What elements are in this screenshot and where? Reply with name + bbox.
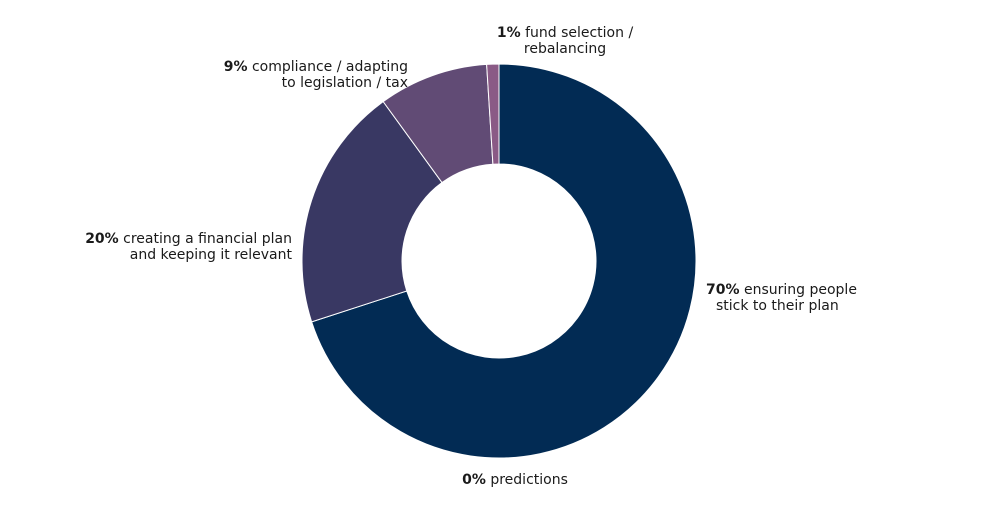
donut-slice-fund	[486, 63, 500, 165]
slice-pct: 0%	[462, 472, 486, 488]
slice-pct: 20%	[85, 231, 119, 247]
slice-text: creating a financial plan	[123, 231, 292, 247]
slice-label-ensuring-people: 70% ensuring people stick to their plan	[706, 282, 857, 314]
slice-text: and keeping it relevant	[129, 247, 292, 263]
slice-label-compliance: 9% compliance / adapting to legislation …	[180, 59, 408, 91]
donut-slice-ensuring	[311, 63, 697, 459]
slice-label-predictions: 0% predictions	[430, 472, 600, 488]
slice-text: fund selection /	[525, 25, 634, 41]
donut-hole	[402, 164, 596, 358]
slice-text: compliance / adapting	[251, 59, 408, 75]
slice-text: ensuring people	[743, 282, 857, 298]
slice-pct: 9%	[223, 59, 248, 75]
slice-text: rebalancing	[523, 41, 607, 57]
donut-slice-creating	[301, 100, 443, 323]
slice-pct: 70%	[706, 282, 740, 298]
slice-text: stick to their plan	[716, 298, 839, 314]
slice-label-financial-plan: 20% creating a financial plan and keepin…	[60, 231, 292, 263]
slice-label-fund-selection: 1% fund selection / rebalancing	[470, 25, 660, 57]
slice-text: to legislation / tax	[281, 75, 408, 91]
slice-pct: 1%	[496, 25, 521, 41]
slice-text: predictions	[490, 472, 568, 488]
